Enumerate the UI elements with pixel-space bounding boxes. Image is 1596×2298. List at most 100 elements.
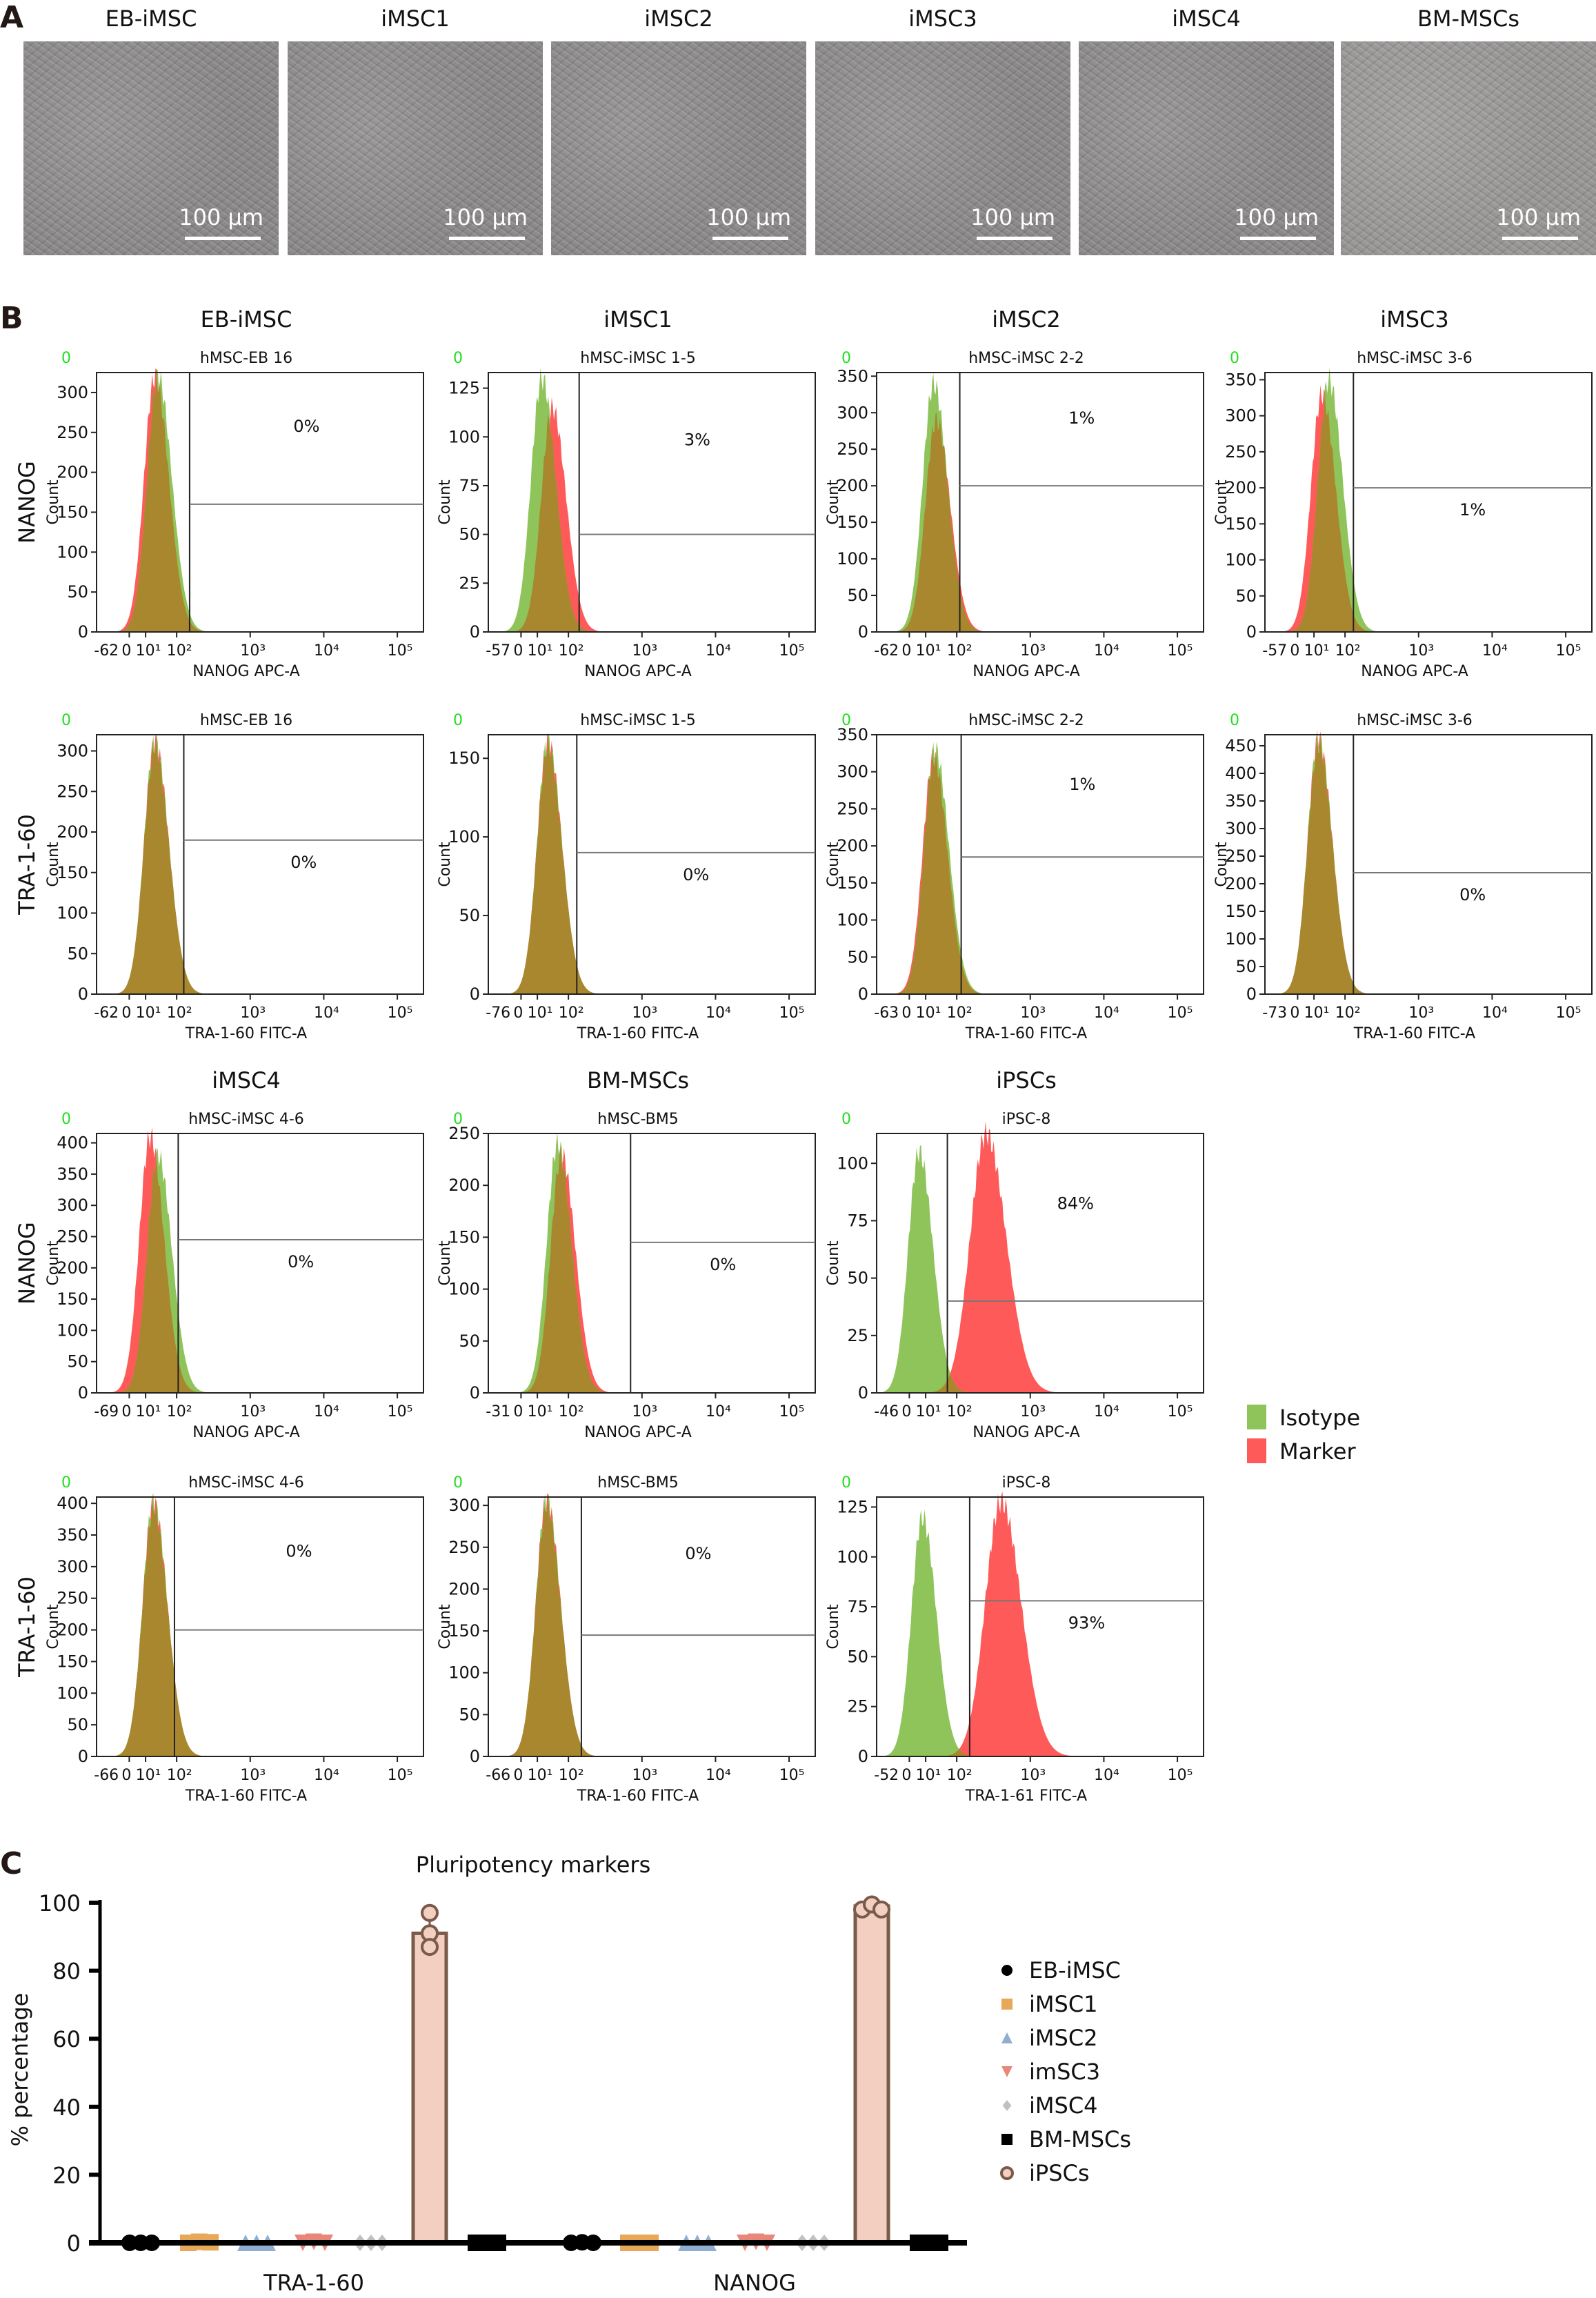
scale-bar <box>1502 237 1578 240</box>
y-tick-label: 300 <box>837 403 868 422</box>
y-tick-label: 250 <box>57 1589 88 1608</box>
column-title: EB-iMSC <box>201 306 292 333</box>
x-min-label: -73 <box>1262 1004 1287 1022</box>
x-min-label: -52 <box>874 1767 899 1784</box>
y-tick-label: 0 <box>78 622 88 642</box>
y-tick-label: 50 <box>1235 957 1257 976</box>
y-tick-label: 200 <box>448 1579 480 1598</box>
legend-swatch <box>1247 1405 1266 1429</box>
x-tick-label: 0 <box>901 642 911 660</box>
y-axis-label: Count <box>437 1604 454 1650</box>
micrograph-image: 100 µm <box>815 41 1070 255</box>
sample-name: hMSC-BM5 <box>597 1111 678 1128</box>
histogram-panel: 0% hMSC-iMSC 4-6 0 0 50 100 150 200 250 300 350 400… <box>45 1474 424 1805</box>
y-tick-label: 25 <box>847 1326 868 1345</box>
x-tick-label: 10⁵ <box>1168 642 1193 660</box>
x-tick-label: 10³ <box>1408 1004 1434 1022</box>
y-tick-label: 50 <box>459 1705 480 1724</box>
x-axis-label: TRA-1-60 FITC-A <box>965 1025 1087 1042</box>
x-axis-label: TRA-1-60 FITC-A <box>577 1787 699 1805</box>
x-tick-label: 10¹ <box>916 1403 941 1420</box>
y-tick-label: 0 <box>858 984 868 1004</box>
x-tick-label: 0 <box>513 1403 523 1420</box>
y-tick-label: 300 <box>57 742 88 761</box>
gate-percentage: 0% <box>710 1255 736 1274</box>
y-tick-label: 450 <box>1225 736 1257 755</box>
scale-bar-label: 100 µm <box>970 204 1055 230</box>
x-axis-label: TRA-1-60 FITC-A <box>185 1787 307 1805</box>
x-tick-label: 10⁵ <box>388 1767 413 1784</box>
corner-label: 0 <box>61 1111 71 1128</box>
x-tick-label: 0 <box>513 1767 523 1784</box>
x-tick-label: 10¹ <box>1304 642 1330 660</box>
y-axis-label: Count <box>825 1604 842 1650</box>
x-tick-label: 10⁵ <box>1168 1767 1193 1784</box>
x-axis-label: NANOG APC-A <box>1361 663 1468 680</box>
legend-label: imSC3 <box>1029 2059 1100 2085</box>
legend-label: iMSC4 <box>1029 2092 1098 2119</box>
x-tick-label: 0 <box>901 1004 911 1022</box>
y-tick-label: 250 <box>57 782 88 801</box>
y-tick-label: 50 <box>67 1352 88 1371</box>
y-tick-label: 0 <box>470 1747 480 1766</box>
y-tick-label: 125 <box>837 1497 868 1516</box>
y-tick-label: 100 <box>837 1153 868 1173</box>
overlap-histogram <box>495 734 740 994</box>
y-axis-label: Count <box>437 842 454 887</box>
y-tick-label: 100 <box>837 1547 868 1567</box>
x-tick-label: 10⁴ <box>1094 1403 1119 1420</box>
plot-frame <box>876 1133 1204 1394</box>
y-tick-label: 0 <box>78 984 88 1004</box>
y-tick-label: 75 <box>847 1597 868 1616</box>
plot-frame <box>1264 734 1593 995</box>
corner-label: 0 <box>453 1474 463 1492</box>
micrograph-title: iMSC4 <box>1172 6 1241 32</box>
column-title: iMSC1 <box>604 306 672 333</box>
x-tick-label: 10³ <box>1020 642 1046 660</box>
y-tick-label: 350 <box>837 366 868 386</box>
y-tick-label: 0 <box>470 622 480 642</box>
y-tick-label: 100 <box>448 427 480 446</box>
column-title: iMSC4 <box>212 1067 281 1093</box>
y-tick-label: 200 <box>448 1176 480 1195</box>
x-tick-label: 0 <box>513 642 523 660</box>
sample-name: hMSC-iMSC 1-5 <box>580 350 696 367</box>
x-tick-label: 10² <box>167 1767 192 1784</box>
y-tick-label: 200 <box>1225 874 1257 893</box>
y-tick-label: 100 <box>448 827 480 846</box>
y-tick-label: 150 <box>57 502 88 522</box>
y-tick-label: 50 <box>459 1331 480 1351</box>
overlap-histogram <box>1271 392 1517 632</box>
y-tick-label: 400 <box>1225 764 1257 783</box>
x-tick-label: 10³ <box>1020 1004 1046 1022</box>
y-axis-label: % percentage <box>7 1993 33 2147</box>
scale-bar-label: 100 µm <box>443 204 528 230</box>
x-min-label: -69 <box>94 1403 119 1420</box>
gate-percentage: 1% <box>1459 500 1486 519</box>
sample-name: hMSC-iMSC 3-6 <box>1357 350 1473 367</box>
x-min-label: -31 <box>486 1403 510 1420</box>
sample-name: iPSC-8 <box>1002 1474 1051 1492</box>
plot-frame <box>96 1496 424 1757</box>
gate-percentage: 0% <box>685 1544 711 1563</box>
data-point <box>1000 2166 1014 2180</box>
y-tick-label: 100 <box>57 1320 88 1340</box>
y-tick-label: 200 <box>57 463 88 482</box>
corner-label: 0 <box>453 350 463 367</box>
data-point <box>421 1938 439 1957</box>
bar-group-ipscs <box>853 1895 890 2245</box>
x-tick-label: 10² <box>947 642 972 660</box>
y-tick-label: 350 <box>837 725 868 744</box>
overlap-histogram <box>103 370 349 632</box>
y-tick-label: 250 <box>448 1538 480 1557</box>
x-tick-label: 10³ <box>632 1004 657 1022</box>
x-tick-label: 10⁴ <box>706 1403 731 1420</box>
y-axis-label: Count <box>437 1240 454 1286</box>
x-tick-label: 10⁵ <box>388 642 413 660</box>
overlap-histogram <box>495 414 740 632</box>
y-tick-label: 200 <box>57 822 88 842</box>
scale-bar-label: 100 µm <box>1496 204 1581 230</box>
